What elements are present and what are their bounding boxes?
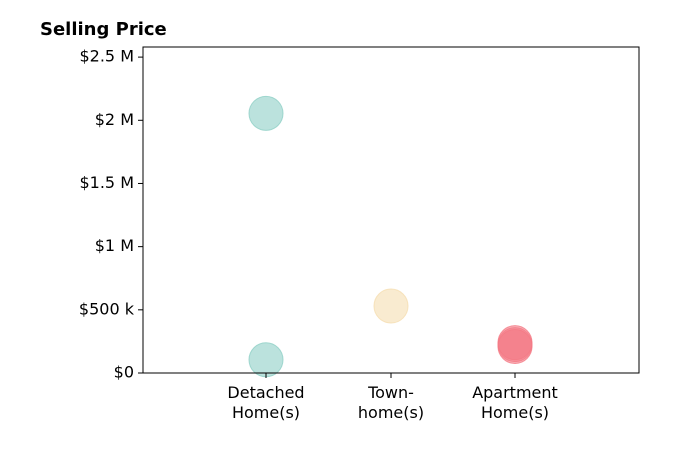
data-point: [248, 342, 284, 378]
y-tick-label: $1.5 M: [79, 173, 134, 192]
y-tick-label: $2.5 M: [79, 47, 134, 66]
data-point: [373, 288, 409, 324]
data-point: [248, 95, 284, 131]
chart-title: Selling Price: [40, 19, 167, 40]
x-tick-label: home(s): [358, 403, 424, 422]
x-tick-label: Town-: [367, 383, 414, 402]
data-point: [497, 327, 533, 363]
x-tick-label: Detached: [227, 383, 304, 402]
plot-frame: [142, 46, 640, 374]
y-tick-label: $500 k: [79, 299, 135, 318]
x-axis: DetachedHome(s)Town-home(s)ApartmentHome…: [227, 373, 558, 422]
y-axis: $0 $500 k $1 M $1.5 M $2 M $2.5 M: [79, 47, 143, 382]
y-tick-label: $0: [114, 363, 134, 382]
y-tick-label: $1 M: [95, 236, 134, 255]
x-tick-label: Apartment: [472, 383, 558, 402]
points-layer: [248, 95, 533, 378]
x-tick-label: Home(s): [232, 403, 300, 422]
x-tick-label: Home(s): [481, 403, 549, 422]
y-tick-label: $2 M: [95, 110, 134, 129]
